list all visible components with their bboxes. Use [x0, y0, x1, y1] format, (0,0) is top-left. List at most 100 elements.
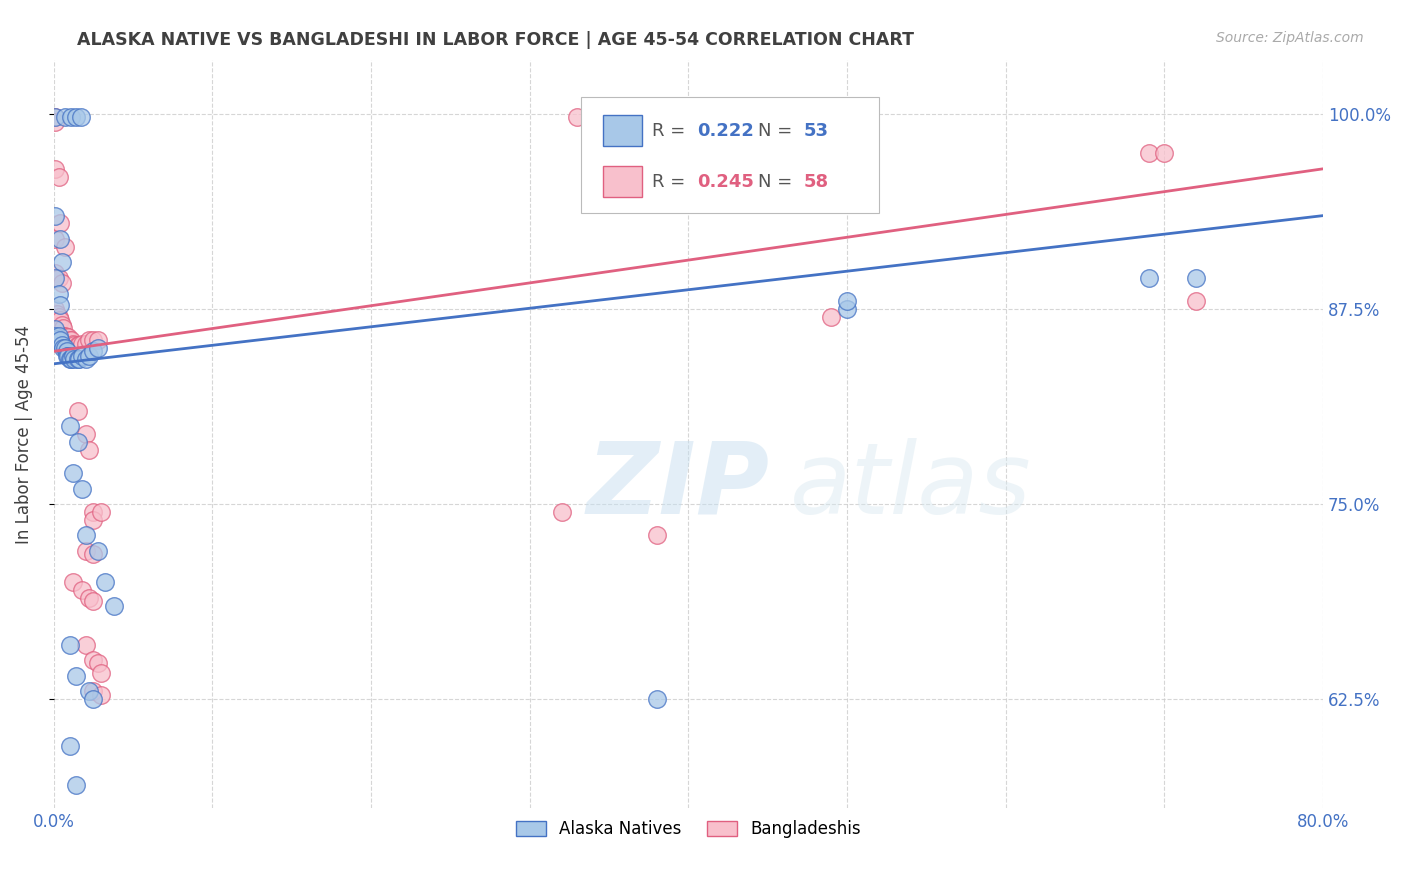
- Point: [87, 544, 110, 558]
- Point: [46, 307, 69, 321]
- Point: [83, 692, 105, 706]
- Point: [87, 334, 110, 348]
- Point: [90, 688, 112, 702]
- Point: [49, 334, 72, 348]
- Point: [46, 332, 69, 346]
- Legend: Alaska Natives, Bangladeshis: Alaska Natives, Bangladeshis: [509, 814, 868, 845]
- Point: [65, 111, 87, 125]
- Point: [87, 341, 110, 355]
- Point: [55, 349, 77, 363]
- Point: [645, 692, 668, 706]
- Point: [48, 271, 70, 285]
- Point: [62, 336, 84, 351]
- Text: N =: N =: [758, 121, 799, 140]
- Point: [51, 318, 73, 332]
- Point: [72, 582, 94, 597]
- Point: [1137, 146, 1160, 161]
- Point: [53, 111, 76, 125]
- Point: [83, 547, 105, 561]
- Text: R =: R =: [651, 121, 690, 140]
- Text: 0.222: 0.222: [697, 121, 754, 140]
- Point: [44, 328, 66, 343]
- Point: [66, 403, 89, 417]
- Point: [77, 591, 100, 605]
- Point: [44, 266, 66, 280]
- Point: [59, 739, 82, 753]
- Text: N =: N =: [758, 173, 799, 191]
- Point: [83, 594, 105, 608]
- Point: [56, 330, 79, 344]
- Point: [69, 111, 91, 125]
- Point: [48, 310, 70, 324]
- Point: [49, 216, 72, 230]
- Point: [65, 778, 87, 792]
- Point: [567, 111, 589, 125]
- Point: [51, 255, 73, 269]
- Point: [67, 352, 90, 367]
- Point: [44, 161, 66, 176]
- Point: [51, 276, 73, 290]
- Text: 0.245: 0.245: [697, 173, 754, 191]
- Point: [44, 209, 66, 223]
- Point: [72, 482, 94, 496]
- Text: ALASKA NATIVE VS BANGLADESHI IN LABOR FORCE | AGE 45-54 CORRELATION CHART: ALASKA NATIVE VS BANGLADESHI IN LABOR FO…: [77, 31, 914, 49]
- Point: [93, 575, 115, 590]
- Point: [77, 349, 100, 363]
- Text: 58: 58: [804, 173, 830, 191]
- Point: [83, 653, 105, 667]
- Point: [62, 575, 84, 590]
- Point: [83, 344, 105, 359]
- Point: [60, 111, 83, 125]
- Point: [72, 336, 94, 351]
- Point: [56, 349, 79, 363]
- FancyBboxPatch shape: [603, 166, 641, 197]
- Point: [852, 161, 875, 176]
- Point: [53, 240, 76, 254]
- Point: [1185, 294, 1208, 309]
- Text: R =: R =: [651, 173, 690, 191]
- Point: [44, 322, 66, 336]
- Point: [66, 434, 89, 449]
- Point: [44, 302, 66, 317]
- Point: [66, 338, 89, 352]
- Point: [77, 684, 100, 698]
- Point: [77, 442, 100, 457]
- Text: Source: ZipAtlas.com: Source: ZipAtlas.com: [1216, 31, 1364, 45]
- Point: [62, 466, 84, 480]
- Point: [90, 665, 112, 680]
- Point: [72, 349, 94, 363]
- Point: [62, 349, 84, 363]
- Text: ZIP: ZIP: [586, 438, 770, 535]
- Point: [63, 352, 86, 367]
- Point: [59, 419, 82, 434]
- Point: [44, 115, 66, 129]
- Point: [83, 505, 105, 519]
- Point: [65, 669, 87, 683]
- Point: [75, 336, 97, 351]
- Text: 53: 53: [804, 121, 830, 140]
- Point: [44, 111, 66, 125]
- Point: [60, 334, 83, 348]
- Point: [49, 297, 72, 311]
- Point: [44, 271, 66, 285]
- Point: [83, 513, 105, 527]
- Point: [59, 352, 82, 367]
- Point: [1153, 146, 1175, 161]
- Point: [87, 657, 110, 671]
- Point: [550, 505, 572, 519]
- Point: [49, 232, 72, 246]
- Point: [75, 427, 97, 442]
- Point: [90, 505, 112, 519]
- FancyBboxPatch shape: [581, 97, 879, 213]
- Point: [67, 338, 90, 352]
- Point: [77, 334, 100, 348]
- FancyBboxPatch shape: [603, 115, 641, 146]
- Point: [52, 321, 75, 335]
- Point: [103, 599, 125, 613]
- Point: [51, 338, 73, 352]
- Point: [53, 341, 76, 355]
- Point: [60, 352, 83, 367]
- Point: [44, 232, 66, 246]
- Point: [75, 352, 97, 367]
- Point: [837, 294, 859, 309]
